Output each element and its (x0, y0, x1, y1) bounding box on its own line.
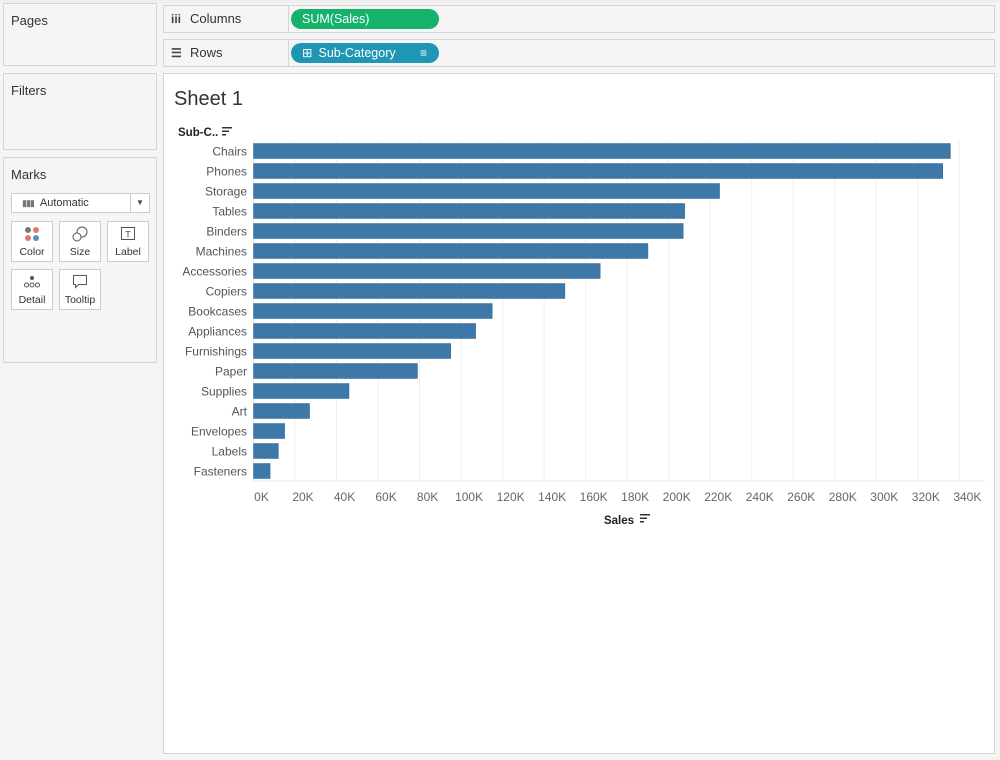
x-axis-sort-icon[interactable] (640, 514, 650, 523)
x-tick-label: 200K (663, 490, 691, 504)
bar-binders[interactable] (253, 223, 684, 239)
x-tick-label: 280K (829, 490, 857, 504)
x-tick-label: 100K (455, 490, 483, 504)
tooltip-button[interactable]: Tooltip (59, 269, 101, 310)
category-label[interactable]: Furnishings (185, 345, 247, 359)
label-button[interactable]: T Label (107, 221, 149, 262)
bar-paper[interactable] (253, 363, 418, 379)
bar-appliances[interactable] (253, 323, 476, 339)
category-label[interactable]: Chairs (212, 145, 247, 159)
pages-title: Pages (11, 13, 48, 28)
x-tick-label: 220K (704, 490, 732, 504)
columns-shelf[interactable]: iii Columns SUM(Sales) (163, 5, 995, 33)
color-button[interactable]: Color (11, 221, 53, 262)
expand-icon[interactable]: ⊞ (302, 46, 313, 60)
category-label[interactable]: Phones (206, 165, 247, 179)
category-label[interactable]: Machines (196, 245, 247, 259)
x-tick-label: 60K (375, 490, 396, 504)
rows-icon: ☰ (171, 46, 182, 60)
bar-storage[interactable] (253, 183, 720, 199)
filters-title: Filters (11, 83, 47, 98)
mark-type-dropdown[interactable]: ▮▮▮ Automatic ▼ (11, 193, 150, 213)
sheet-title: Sheet 1 (174, 88, 243, 110)
mark-type-value: Automatic (39, 197, 89, 209)
x-tick-label: 120K (497, 490, 525, 504)
columns-icon: iii (171, 12, 182, 26)
category-label[interactable]: Binders (206, 225, 247, 239)
filters-card[interactable]: Filters (3, 73, 157, 150)
category-label[interactable]: Accessories (182, 265, 247, 279)
x-tick-label: 180K (621, 490, 649, 504)
category-label[interactable]: Copiers (206, 285, 247, 299)
bar-chart-icon: ▮▮▮ (22, 198, 35, 208)
bar-labels[interactable] (253, 443, 279, 459)
category-label[interactable]: Storage (205, 185, 247, 199)
x-tick-label: 160K (580, 490, 608, 504)
bar-accessories[interactable] (253, 263, 601, 279)
marks-title: Marks (11, 167, 47, 182)
sum-sales-pill[interactable]: SUM(Sales) (291, 9, 439, 29)
x-tick-label: 240K (746, 490, 774, 504)
category-label[interactable]: Paper (215, 365, 247, 379)
marks-card: Marks ▮▮▮ Automatic ▼ Color Size T Label … (3, 157, 157, 363)
category-label[interactable]: Envelopes (191, 425, 247, 439)
bar-envelopes[interactable] (253, 423, 285, 439)
x-tick-label: 300K (870, 490, 898, 504)
detail-icon (12, 274, 52, 294)
bar-art[interactable] (253, 403, 310, 419)
chevron-down-icon[interactable]: ▼ (130, 194, 149, 212)
x-axis-title[interactable]: Sales (604, 515, 634, 527)
row-header[interactable]: Sub-C.. (178, 127, 218, 139)
label-icon: T (108, 226, 148, 246)
x-tick-label: 20K (292, 490, 313, 504)
x-tick-label: 0K (254, 490, 269, 504)
bar-bookcases[interactable] (253, 303, 493, 319)
bar-phones[interactable] (253, 163, 943, 179)
sub-category-pill[interactable]: ⊞ Sub-Category ≡ (291, 43, 439, 63)
category-label[interactable]: Labels (212, 445, 247, 459)
detail-button[interactable]: Detail (11, 269, 53, 310)
rows-shelf[interactable]: ☰ Rows ⊞ Sub-Category ≡ (163, 39, 995, 67)
color-icon (12, 226, 52, 246)
size-icon (60, 226, 100, 246)
rows-label: Rows (190, 45, 223, 60)
tooltip-icon (60, 274, 100, 294)
sort-icon[interactable]: ≡ (419, 46, 427, 60)
category-label[interactable]: Art (232, 405, 248, 419)
bar-fasteners[interactable] (253, 463, 271, 479)
category-label[interactable]: Supplies (201, 385, 247, 399)
svg-text:T: T (125, 230, 131, 240)
pages-card[interactable]: Pages (3, 3, 157, 66)
category-label[interactable]: Fasteners (194, 465, 247, 479)
category-label[interactable]: Bookcases (188, 305, 247, 319)
x-tick-label: 320K (912, 490, 940, 504)
x-tick-label: 140K (538, 490, 566, 504)
x-tick-label: 340K (953, 490, 981, 504)
row-header-sort-icon[interactable] (222, 127, 232, 136)
bar-copiers[interactable] (253, 283, 566, 299)
x-tick-label: 40K (334, 490, 355, 504)
bar-chairs[interactable] (253, 143, 951, 159)
x-tick-label: 80K (417, 490, 438, 504)
bar-machines[interactable] (253, 243, 649, 259)
category-label[interactable]: Tables (212, 205, 247, 219)
x-tick-label: 260K (787, 490, 815, 504)
bar-tables[interactable] (253, 203, 685, 219)
bar-supplies[interactable] (253, 383, 350, 399)
category-label[interactable]: Appliances (188, 325, 247, 339)
toolbar-strip (0, 0, 1000, 3)
columns-label: Columns (190, 11, 242, 26)
size-button[interactable]: Size (59, 221, 101, 262)
bar-furnishings[interactable] (253, 343, 451, 359)
